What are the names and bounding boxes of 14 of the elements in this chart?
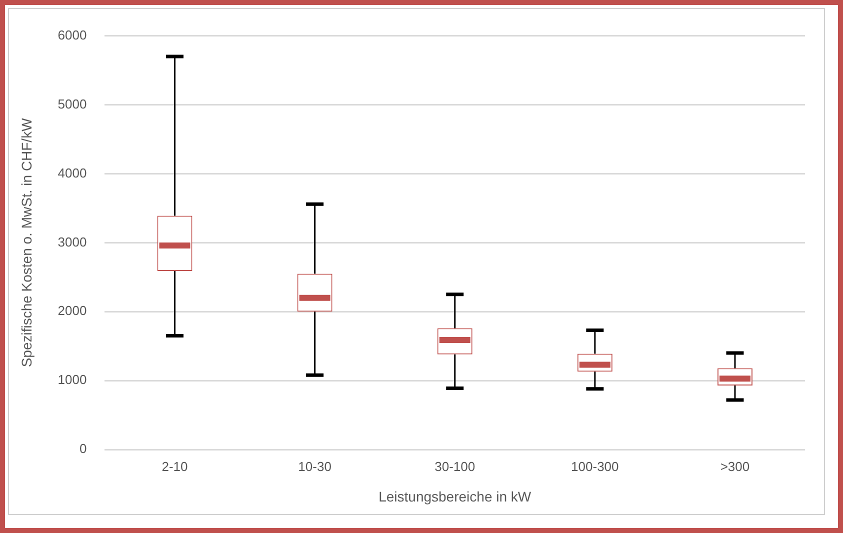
y-tick-label: 3000 xyxy=(58,234,87,250)
y-tick-label: 2000 xyxy=(58,303,87,318)
y-tick-label: 4000 xyxy=(58,165,87,180)
y-axis-title: Spezifische Kosten o. MwSt. in CHF/kW xyxy=(18,117,34,368)
y-tick-label: 6000 xyxy=(58,27,87,42)
y-tick-label: 5000 xyxy=(58,96,87,112)
x-tick-label: 100-300 xyxy=(571,458,619,474)
x-tick-label: 2-10 xyxy=(162,458,188,474)
x-tick-label: 30-100 xyxy=(434,458,476,474)
x-tick-label: >300 xyxy=(720,458,750,474)
y-tick-label: 1000 xyxy=(58,372,87,388)
x-axis-title: Leistungsbereiche in kW xyxy=(378,488,532,504)
y-tick-label: 0 xyxy=(79,441,87,456)
x-tick-label: 10-30 xyxy=(298,458,332,474)
